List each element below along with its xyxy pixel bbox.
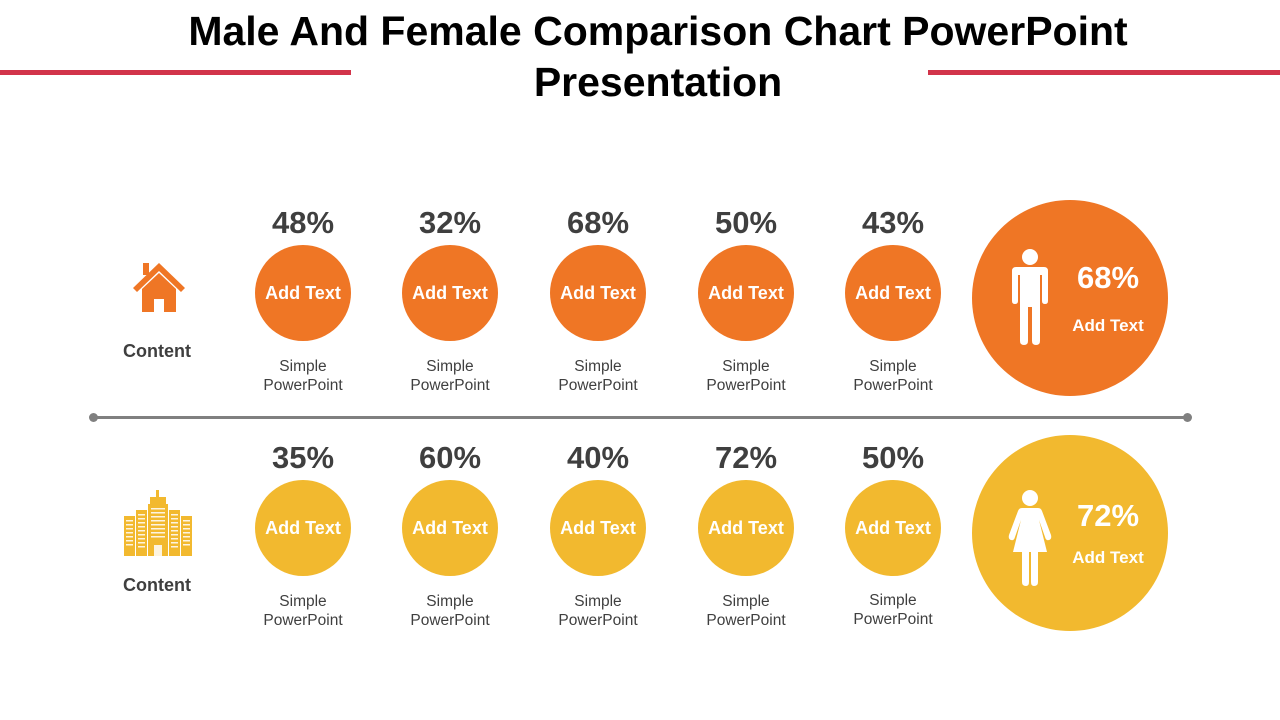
caption-line2: PowerPoint (410, 377, 490, 394)
caption-line2: PowerPoint (263, 612, 343, 629)
percent-value: 40% (566, 440, 630, 475)
circle-text: Add Text (855, 517, 931, 538)
house-icon (133, 263, 185, 312)
caption-line1: Simple (869, 592, 917, 609)
female-person-icon (1008, 490, 1052, 586)
summary-percent: 68% (1076, 260, 1140, 295)
female-summary-circle[interactable]: 72% Add Text (972, 435, 1168, 631)
caption-line2: PowerPoint (853, 611, 933, 628)
caption-line2: PowerPoint (853, 377, 933, 394)
caption-line2: PowerPoint (706, 377, 786, 394)
slide-title-line2: Presentation (533, 59, 783, 105)
divider-end-dot-left (89, 413, 98, 422)
circle-text: Add Text (708, 517, 784, 538)
female-circle[interactable]: Add Text (698, 480, 794, 576)
row-divider (93, 416, 1187, 419)
item-caption: Simple PowerPoint (233, 592, 373, 630)
item-caption: Simple PowerPoint (380, 357, 520, 395)
circle-text: Add Text (412, 517, 488, 538)
caption-line1: Simple (279, 593, 327, 610)
circle-text: Add Text (855, 282, 931, 303)
circle-text: Add Text (708, 282, 784, 303)
item-caption: Simple PowerPoint (233, 357, 373, 395)
item-caption: Simple PowerPoint (676, 592, 816, 630)
row-label: Content (123, 341, 191, 361)
percent-value: 72% (714, 440, 778, 475)
female-circle[interactable]: Add Text (402, 480, 498, 576)
percent-value: 60% (418, 440, 482, 475)
female-circle[interactable]: Add Text (255, 480, 351, 576)
item-caption: Simple PowerPoint (528, 357, 668, 395)
summary-label: Add Text (1072, 548, 1144, 567)
male-circle[interactable]: Add Text (402, 245, 498, 341)
male-circle[interactable]: Add Text (845, 245, 941, 341)
caption-line1: Simple (279, 358, 327, 375)
caption-line1: Simple (869, 358, 917, 375)
circle-text: Add Text (560, 282, 636, 303)
item-caption: Simple PowerPoint (823, 357, 963, 395)
circle-text: Add Text (412, 282, 488, 303)
percent-value: 50% (861, 440, 925, 475)
caption-line1: Simple (574, 593, 622, 610)
percent-value: 50% (714, 205, 778, 240)
percent-value: 35% (271, 440, 335, 475)
title-accent-line-left (0, 70, 351, 75)
caption-line2: PowerPoint (558, 612, 638, 629)
item-caption: Simple PowerPoint (380, 592, 520, 630)
slide-title: Male And Female Comparison Chart PowerPo… (0, 6, 1280, 108)
female-circle[interactable]: Add Text (550, 480, 646, 576)
item-caption: Simple PowerPoint (676, 357, 816, 395)
percent-value: 43% (861, 205, 925, 240)
caption-line1: Simple (722, 358, 770, 375)
percent-value: 48% (271, 205, 335, 240)
male-summary-circle[interactable]: 68% Add Text (972, 200, 1168, 396)
caption-line1: Simple (426, 593, 474, 610)
male-circle[interactable]: Add Text (698, 245, 794, 341)
caption-line2: PowerPoint (263, 377, 343, 394)
circle-text: Add Text (265, 282, 341, 303)
circle-text: Add Text (560, 517, 636, 538)
caption-line2: PowerPoint (706, 612, 786, 629)
percent-value: 68% (566, 205, 630, 240)
item-caption: Simple PowerPoint (823, 591, 963, 629)
title-accent-line-right (928, 70, 1280, 75)
caption-line1: Simple (426, 358, 474, 375)
female-circle[interactable]: Add Text (845, 480, 941, 576)
circle-text: Add Text (265, 517, 341, 538)
divider-end-dot-right (1183, 413, 1192, 422)
male-circle[interactable]: Add Text (255, 245, 351, 341)
item-caption: Simple PowerPoint (528, 592, 668, 630)
male-circle[interactable]: Add Text (550, 245, 646, 341)
caption-line2: PowerPoint (558, 377, 638, 394)
caption-line1: Simple (574, 358, 622, 375)
caption-line1: Simple (722, 593, 770, 610)
row-label: Content (123, 575, 191, 595)
summary-label: Add Text (1072, 316, 1144, 335)
percent-value: 32% (418, 205, 482, 240)
slide-title-line1: Male And Female Comparison Chart PowerPo… (188, 8, 1128, 54)
caption-line2: PowerPoint (410, 612, 490, 629)
buildings-icon (124, 490, 192, 556)
summary-percent: 72% (1076, 498, 1140, 533)
male-person-icon (1012, 249, 1048, 345)
